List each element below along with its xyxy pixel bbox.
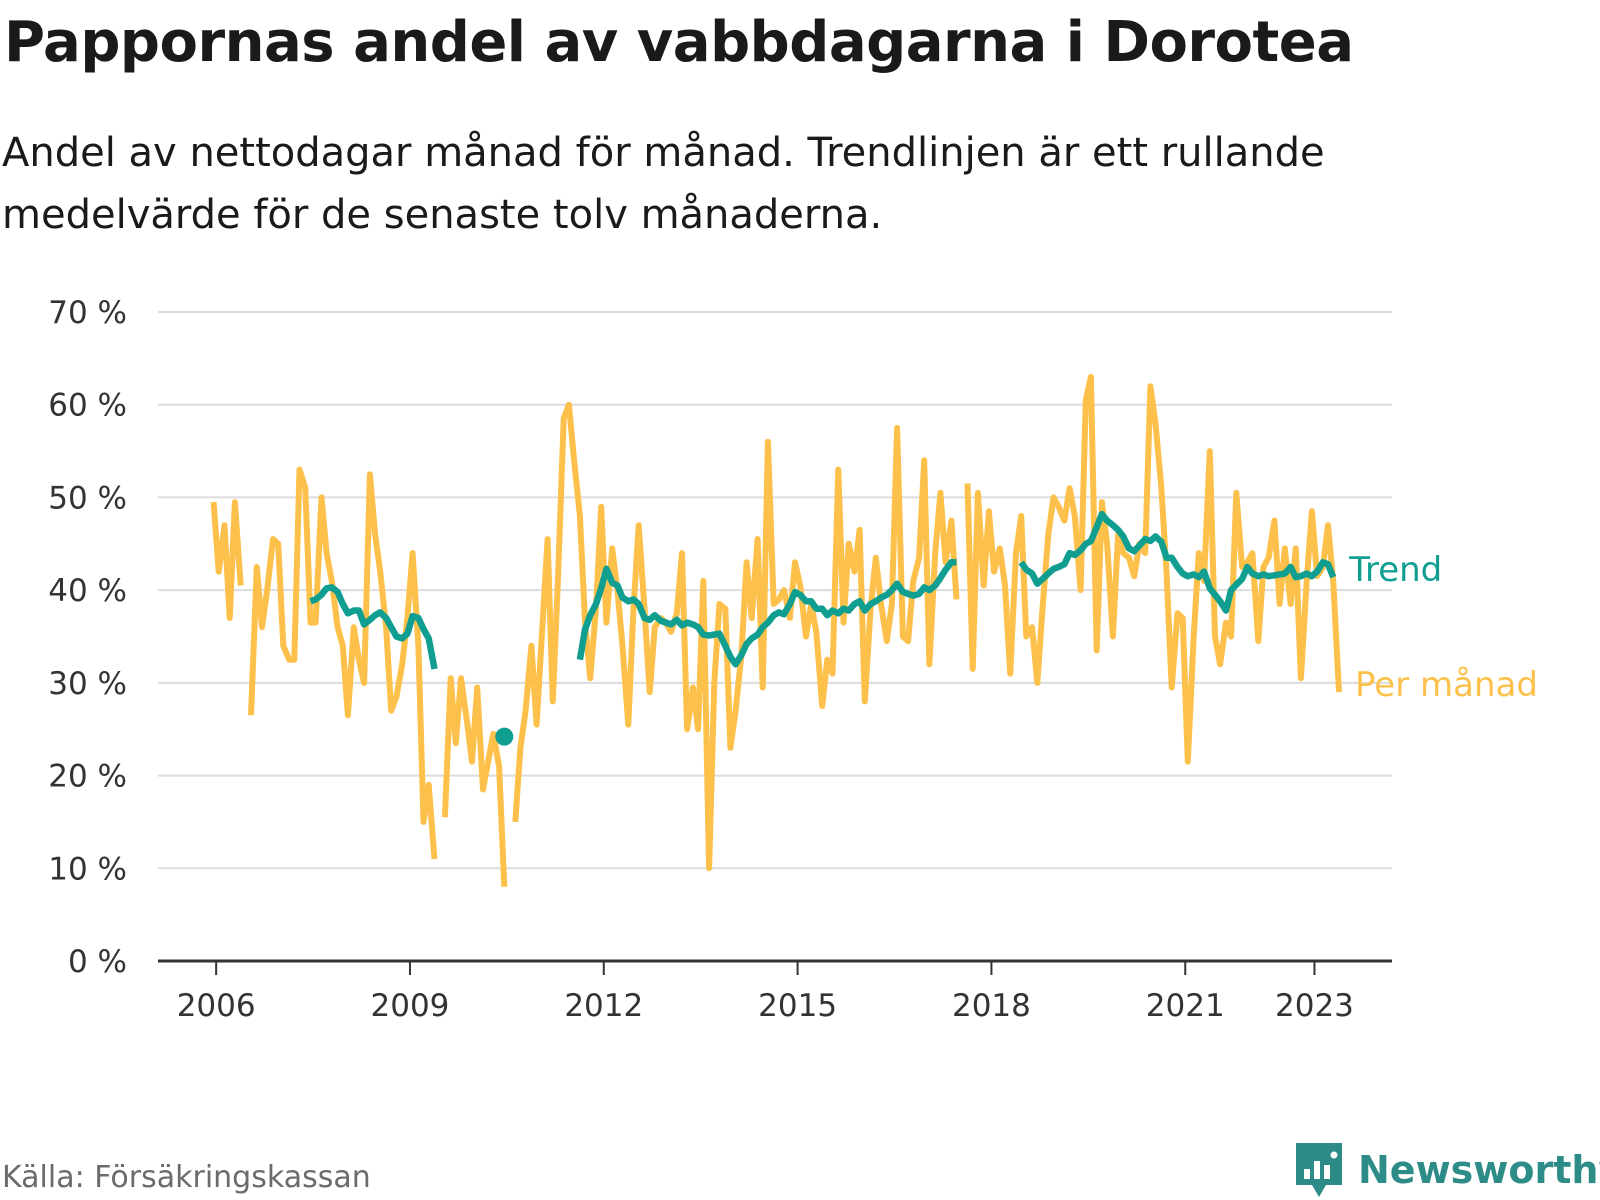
series-point-trend — [495, 727, 514, 746]
chart-subtitle: Andel av nettodagar månad för månad. Tre… — [2, 130, 1325, 238]
chart-title: Pappornas andel av vabbdagarna i Dorotea — [4, 10, 1354, 75]
line-chart: 0 % 10 % 20 % 30 % 40 % 50 % 60 % 70 % 2006 2009… — [48, 295, 1538, 1024]
series-line-monthly — [248, 466, 438, 860]
x-axis: 2006 2009 2012 2015 2018 2021 2023 — [158, 959, 1392, 1024]
series-line-trend — [309, 584, 438, 670]
x-tick-label: 2015 — [758, 988, 837, 1024]
y-tick-label: 70 % — [48, 295, 127, 331]
series-line-monthly — [210, 499, 244, 621]
series-line-trend — [1018, 510, 1337, 614]
series-line-trend — [576, 559, 957, 668]
y-tick-label: 50 % — [48, 480, 127, 516]
source-note: Källa: Försäkringskassan — [2, 1160, 371, 1195]
series-label-trend: Trend — [1348, 550, 1442, 590]
y-tick-label: 10 % — [48, 851, 127, 887]
x-tick-label: 2009 — [371, 988, 450, 1024]
y-axis-ticks: 0 % 10 % 20 % 30 % 40 % 50 % 60 % 70 % — [48, 295, 127, 980]
newsworthy-logo-icon — [1296, 1143, 1342, 1197]
series-lines — [210, 373, 1342, 887]
y-tick-label: 20 % — [48, 759, 127, 795]
x-tick-label: 2012 — [564, 988, 643, 1024]
x-tick-label: 2023 — [1275, 988, 1354, 1024]
series-line-monthly — [441, 675, 508, 887]
y-tick-label: 0 % — [68, 944, 127, 980]
y-tick-label: 30 % — [48, 666, 127, 702]
y-tick-label: 40 % — [48, 573, 127, 609]
series-label-monthly: Per månad — [1355, 665, 1538, 705]
y-tick-label: 60 % — [48, 388, 127, 424]
x-tick-label: 2021 — [1146, 988, 1225, 1024]
series-line-monthly — [512, 401, 960, 872]
series-line-monthly — [964, 373, 1342, 765]
x-tick-label: 2018 — [952, 988, 1031, 1024]
brand-logo: Newsworthy — [1292, 1142, 1600, 1198]
x-tick-label: 2006 — [177, 988, 256, 1024]
brand-name: Newsworthy — [1358, 1148, 1600, 1192]
